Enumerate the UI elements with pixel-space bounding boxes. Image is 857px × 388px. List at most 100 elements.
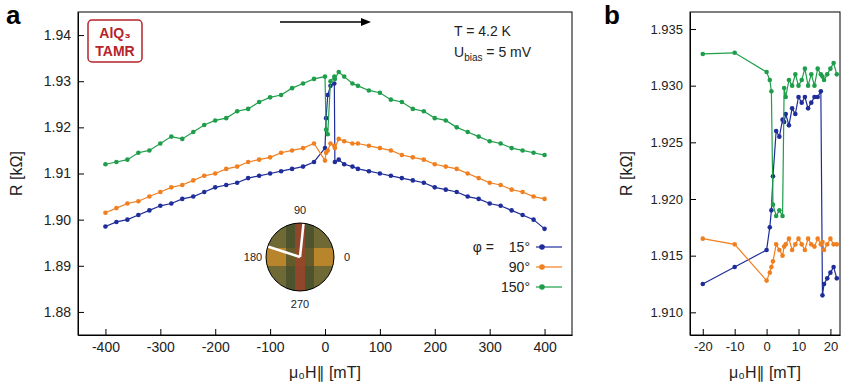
data-point [328, 141, 333, 146]
data-point [336, 157, 341, 162]
data-point [246, 176, 251, 181]
data-point [125, 217, 130, 222]
data-point [835, 276, 840, 281]
data-point [378, 90, 383, 95]
data-point [328, 79, 333, 84]
chart-root: -400 -300 -20 0 -100 0 100 200 300 400 1.881.891.9… [0, 0, 857, 388]
x-tick-label: 10 [792, 339, 806, 354]
x-tick-label: 300 [478, 339, 502, 355]
data-point [809, 72, 814, 77]
data-point [774, 129, 779, 134]
data-point [764, 248, 769, 253]
x-tick-mark [735, 329, 736, 335]
data-point [767, 225, 772, 230]
y-tick: 1.935 [650, 22, 696, 37]
data-point [180, 197, 185, 202]
data-point [700, 282, 705, 287]
data-point [324, 127, 329, 132]
y-tick: 1.910 [650, 305, 696, 320]
data-point [799, 242, 804, 247]
data-point [465, 194, 470, 199]
series-line [703, 91, 837, 295]
data-point [268, 171, 273, 176]
x-tick-mark [435, 329, 436, 335]
data-point [487, 139, 492, 144]
data-point [777, 208, 782, 213]
data-point [114, 160, 119, 165]
x-tick: 200 [424, 329, 448, 355]
y-axis-title: R [kΩ] [8, 151, 25, 196]
x-tick-mark [215, 329, 216, 335]
annotation: Ubias = 5 mV [454, 44, 532, 63]
data-point [202, 190, 207, 195]
data-point [191, 178, 196, 183]
data-point [487, 201, 492, 206]
data-point [769, 208, 774, 213]
x-tick: 0 [322, 329, 330, 355]
data-point [224, 183, 229, 188]
data-point [213, 185, 218, 190]
x-tick-label: 100 [369, 339, 393, 355]
y-tick-mark [690, 312, 696, 313]
legend-marker [539, 264, 545, 270]
data-point [806, 83, 811, 88]
y-tick-label: 1.930 [650, 78, 683, 93]
data-point [476, 134, 481, 139]
data-point [235, 164, 240, 169]
x-tick-mark [380, 329, 381, 335]
data-point [323, 158, 328, 163]
x-tick: -20 [694, 329, 713, 354]
inset-dial-label: 0 [344, 251, 350, 263]
data-point [806, 106, 811, 111]
y-tick-mark [78, 312, 84, 313]
data-point [432, 162, 437, 167]
data-point [422, 109, 427, 114]
x-tick: 20 [824, 329, 838, 354]
data-point [125, 157, 130, 162]
data-point [777, 248, 782, 253]
y-tick-mark [690, 142, 696, 143]
data-point [312, 77, 317, 82]
data-point [312, 141, 317, 146]
data-point [828, 66, 833, 71]
data-point [767, 78, 772, 83]
y-tick-label: 1.915 [650, 248, 683, 263]
data-point [819, 89, 824, 94]
data-point [764, 278, 769, 283]
series-line [105, 139, 544, 213]
data-point [367, 88, 372, 93]
data-point [732, 51, 737, 56]
y-tick: 1.91 [44, 165, 84, 181]
inset-image [266, 223, 334, 291]
legend-marker [539, 284, 545, 290]
x-tick: -400 [92, 329, 120, 355]
data-point [815, 95, 820, 100]
data-point [774, 242, 779, 247]
data-point [520, 190, 525, 195]
data-point [103, 224, 108, 229]
data-point [820, 240, 825, 245]
data-point [822, 248, 827, 253]
data-point [732, 242, 737, 247]
data-point [246, 160, 251, 165]
data-point [783, 95, 788, 100]
data-point [378, 146, 383, 151]
y-axis: 1.881.891.901.911.921.931.94 [44, 13, 84, 336]
data-point [202, 123, 207, 128]
data-point [342, 139, 347, 144]
data-point [443, 164, 448, 169]
x-tick-label: -10 [726, 339, 745, 354]
x-tick-mark [830, 329, 831, 335]
y-tick: 1.920 [650, 192, 696, 207]
data-point [336, 137, 341, 142]
x-tick: 400 [533, 329, 557, 355]
x-tick: -10 [726, 329, 745, 354]
data-point [806, 236, 811, 241]
data-point [443, 187, 448, 192]
y-tick-label: 1.910 [650, 305, 683, 320]
x-tick-label: -300 [147, 339, 175, 355]
data-point [820, 293, 825, 298]
data-point [790, 248, 795, 253]
x-tick: -100 [257, 329, 285, 355]
data-point [333, 146, 338, 151]
